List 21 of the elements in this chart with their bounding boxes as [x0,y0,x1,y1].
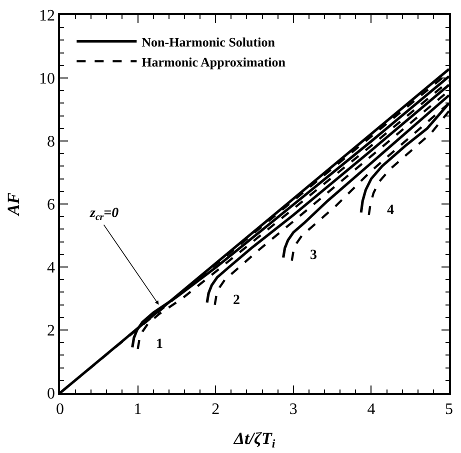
x-axis-title: Δt/ζT$_{i}$ [232,428,276,450]
x-tick-label: 1 [134,400,142,418]
x-tick-label: 2 [212,400,220,418]
x-tick-label: 5 [445,400,453,418]
y-axis-title: AF [4,192,24,216]
y-tick-label: 4 [47,260,56,277]
annotation: z$_{cr}$=0 [89,206,119,223]
y-tick-label: 10 [39,70,56,88]
annotation: 3 [310,248,317,263]
y-tick-label: 2 [47,322,56,340]
y-tick-label: 0 [47,386,56,403]
legend-label: Non-Harmonic Solution [142,34,276,50]
annotation: 1 [156,337,163,352]
annotation: 2 [233,293,240,308]
y-tick-label: 12 [39,8,56,25]
x-tick-label: 4 [367,400,376,418]
y-tick-label: 6 [47,196,56,214]
y-tick-label: 8 [47,134,56,151]
legend-label: Harmonic Approximation [142,54,286,70]
annotation: 4 [387,203,394,218]
x-tick-label: 3 [289,400,298,418]
